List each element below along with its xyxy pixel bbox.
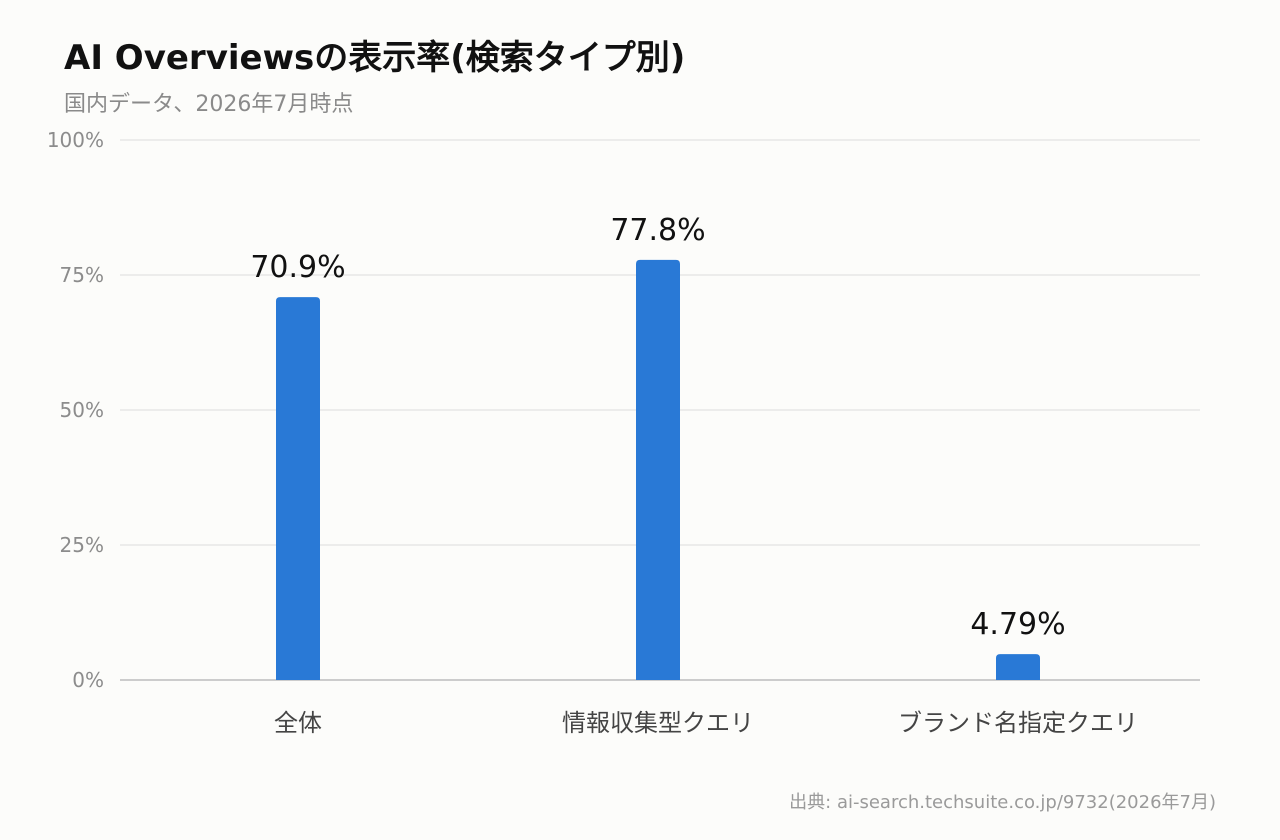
bar xyxy=(636,259,680,680)
y-tick-label: 0% xyxy=(72,668,104,692)
bar-value-label: 70.9% xyxy=(250,250,345,285)
y-tick-label: 50% xyxy=(60,398,104,422)
value-labels: 70.9% 77.8% 4.79% xyxy=(250,213,1065,642)
category-labels: 全体 情報収集型クエリ ブランド名指定クエリ xyxy=(274,709,1138,737)
x-category-label: 全体 xyxy=(274,709,322,737)
y-tick-label: 100% xyxy=(47,128,104,152)
bar-value-label: 4.79% xyxy=(970,607,1065,642)
x-category-label: ブランド名指定クエリ xyxy=(898,709,1138,737)
y-tick-label: 25% xyxy=(60,533,104,557)
x-category-label: 情報収集型クエリ xyxy=(562,709,754,737)
chart-subtitle: 国内データ、2026年7月時点 xyxy=(64,92,354,117)
bars xyxy=(276,259,1040,680)
source-note: 出典: ai-search.techsuite.co.jp/9732(2026年… xyxy=(789,792,1216,813)
chart-title: AI Overviewsの表示率(検索タイプ別) xyxy=(64,38,686,78)
y-tick-label: 75% xyxy=(60,263,104,287)
bar xyxy=(276,297,320,680)
y-axis-tick-labels: 0% 25% 50% 75% 100% xyxy=(47,128,104,692)
bar xyxy=(996,654,1040,680)
bar-value-label: 77.8% xyxy=(610,213,705,248)
